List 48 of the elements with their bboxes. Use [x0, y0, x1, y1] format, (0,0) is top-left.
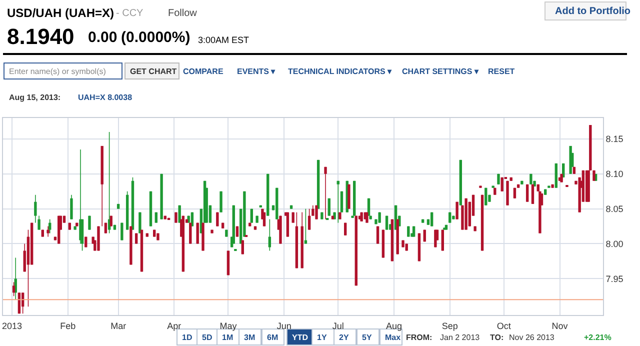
- y-tick-label: 8.10: [606, 169, 624, 180]
- text: RESET: [488, 67, 515, 76]
- text: 1D: [182, 333, 192, 342]
- text: +2.21%: [584, 333, 612, 342]
- text: Max: [385, 333, 402, 342]
- text: EVENTS ▾: [237, 67, 276, 76]
- x-tick-label: Oct: [496, 320, 512, 331]
- text: Aug 15, 2013:: [9, 93, 61, 102]
- text: Jan 2 2013: [440, 333, 480, 342]
- text: YTD: [292, 333, 308, 342]
- x-tick-label: Jul: [332, 320, 344, 331]
- text: TO:: [490, 333, 504, 342]
- text: - CCY: [116, 8, 144, 19]
- x-tick-label: Sep: [442, 320, 458, 331]
- text: Nov 26 2013: [509, 333, 555, 342]
- y-tick-label: 8.15: [606, 134, 624, 144]
- text: 3M: [244, 333, 256, 342]
- text: CHART SETTINGS ▾: [402, 67, 480, 76]
- text: COMPARE: [183, 67, 224, 76]
- text: Enter name(s) or symbol(s): [9, 67, 106, 76]
- x-tick-label: Nov: [552, 320, 568, 331]
- text: 5D: [202, 333, 212, 342]
- text: 1Y: [317, 333, 328, 342]
- text: Follow: [168, 8, 198, 19]
- text: 8.1940: [7, 24, 74, 49]
- chart-title: USD/UAH (UAH=X): [7, 6, 114, 20]
- text: UAH=X 8.0038: [78, 93, 133, 102]
- text: 1M: [222, 333, 234, 342]
- x-tick-label: Apr: [167, 320, 182, 331]
- x-tick-label: Aug: [386, 320, 402, 331]
- text: TECHNICAL INDICATORS ▾: [288, 67, 393, 76]
- text: 2Y: [339, 333, 350, 342]
- x-tick-label: Feb: [60, 320, 76, 331]
- x-tick-label: Mar: [110, 320, 126, 331]
- text: 0.00: [88, 29, 118, 46]
- text: GET CHART: [130, 67, 177, 76]
- x-tick-label: May: [220, 320, 238, 331]
- text: 6M: [267, 333, 278, 342]
- text: 3:00AM EST: [198, 35, 250, 45]
- text: Add to Portfolio: [555, 6, 631, 17]
- text: FROM:: [406, 333, 432, 342]
- x-tick-label: Jun: [276, 320, 292, 331]
- text: (0.0000%): [121, 29, 190, 46]
- text: 5Y: [362, 333, 372, 342]
- y-tick-label: 8.05: [606, 204, 624, 214]
- y-tick-label: 8.00: [606, 238, 624, 249]
- x-tick-label: 2013: [2, 320, 22, 331]
- y-tick-label: 7.95: [606, 274, 624, 284]
